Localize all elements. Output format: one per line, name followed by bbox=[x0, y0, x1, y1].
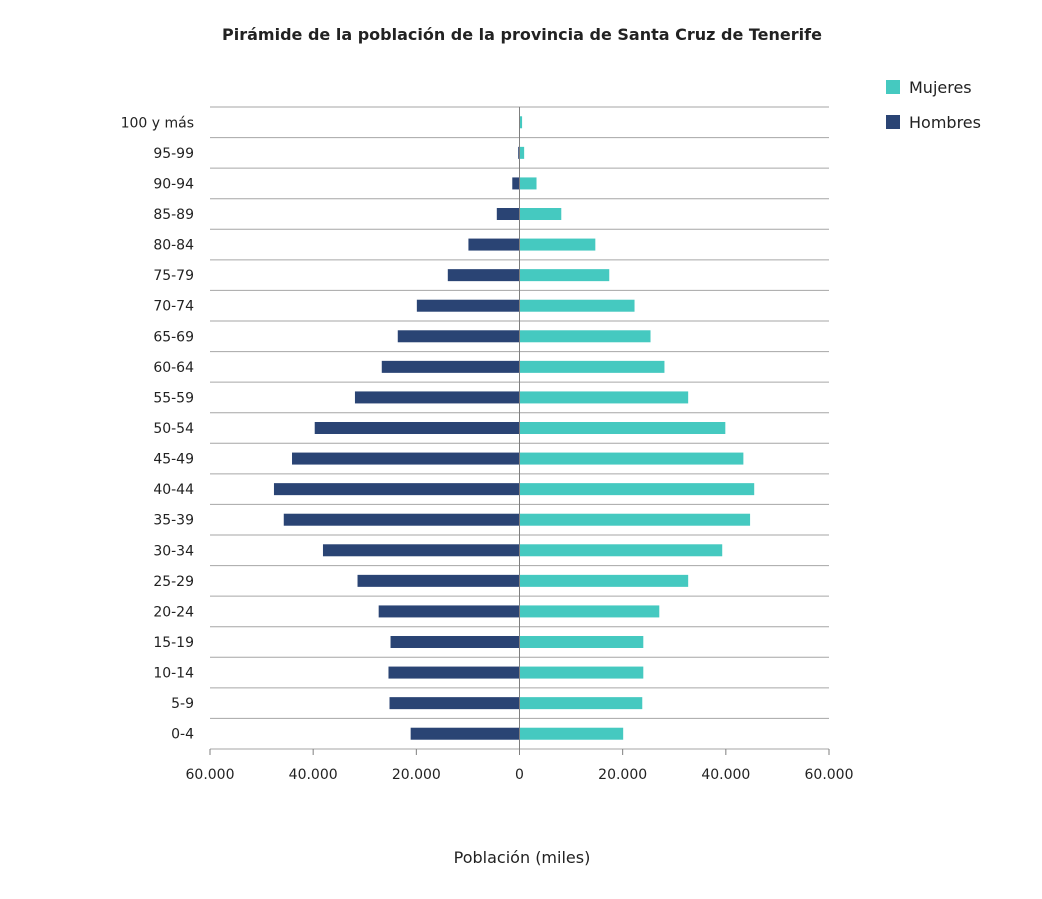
y-tick-label: 15-19 bbox=[153, 635, 194, 651]
legend-label-hombres: Hombres bbox=[909, 113, 981, 132]
x-tick-label: 0 bbox=[515, 767, 524, 783]
chart-title: Pirámide de la población de la provincia… bbox=[222, 25, 822, 44]
bar-mujeres bbox=[519, 238, 596, 251]
y-tick-label: 20-24 bbox=[153, 604, 194, 620]
y-tick-label: 85-89 bbox=[153, 207, 194, 223]
y-tick-label: 45-49 bbox=[153, 452, 194, 468]
bar-mujeres bbox=[519, 299, 635, 312]
bar-mujeres bbox=[519, 360, 665, 373]
bar-hombres bbox=[416, 299, 520, 312]
x-tick-label: 60.000 bbox=[186, 767, 235, 783]
y-tick-label: 70-74 bbox=[153, 299, 194, 315]
x-axis-label: Población (miles) bbox=[454, 848, 591, 867]
bar-hombres bbox=[447, 269, 520, 282]
bar-hombres bbox=[388, 666, 520, 679]
y-tick-label: 5-9 bbox=[171, 696, 194, 712]
y-tick-label: 60-64 bbox=[153, 360, 194, 376]
bar-mujeres bbox=[519, 146, 525, 159]
y-tick-label: 80-84 bbox=[153, 238, 194, 254]
bar-hombres bbox=[357, 574, 520, 587]
bar-hombres bbox=[292, 452, 520, 465]
y-tick-label: 40-44 bbox=[153, 482, 194, 498]
y-tick-label: 55-59 bbox=[153, 390, 194, 406]
bar-mujeres bbox=[519, 697, 643, 710]
bar-hombres bbox=[468, 238, 520, 251]
bar-mujeres bbox=[519, 574, 689, 587]
bar-mujeres bbox=[519, 727, 624, 740]
legend-swatch-hombres bbox=[886, 115, 900, 129]
bar-mujeres bbox=[519, 452, 744, 465]
bar-hombres bbox=[283, 513, 520, 526]
bar-mujeres bbox=[519, 544, 723, 557]
legend-swatch-mujeres bbox=[886, 80, 900, 94]
y-tick-label: 100 y más bbox=[121, 115, 194, 131]
y-tick-label: 0-4 bbox=[171, 727, 194, 743]
bar-hombres bbox=[496, 208, 520, 220]
y-tick-label: 95-99 bbox=[153, 146, 194, 162]
bar-mujeres bbox=[519, 422, 726, 434]
y-tick-label: 30-34 bbox=[153, 543, 194, 559]
y-tick-label: 35-39 bbox=[153, 513, 194, 529]
bar-hombres bbox=[512, 177, 520, 190]
bar-mujeres bbox=[519, 269, 610, 282]
bar-hombres bbox=[410, 727, 520, 740]
bar-mujeres bbox=[519, 513, 751, 526]
y-tick-label: 25-29 bbox=[153, 574, 194, 590]
x-tick-label: 40.000 bbox=[701, 767, 750, 783]
y-tick-label: 75-79 bbox=[153, 268, 194, 284]
bar-mujeres bbox=[519, 483, 755, 496]
bar-mujeres bbox=[519, 666, 644, 679]
x-tick-label: 20.000 bbox=[392, 767, 441, 783]
bar-mujeres bbox=[519, 391, 689, 404]
bar-hombres bbox=[354, 391, 520, 404]
bar-hombres bbox=[389, 697, 520, 710]
bar-mujeres bbox=[519, 636, 644, 648]
legend-label-mujeres: Mujeres bbox=[909, 78, 972, 97]
bar-hombres bbox=[378, 605, 520, 618]
bar-mujeres bbox=[519, 116, 523, 129]
bar-hombres bbox=[273, 483, 520, 496]
x-tick-label: 20.000 bbox=[598, 767, 647, 783]
bar-hombres bbox=[390, 636, 520, 648]
bar-hombres bbox=[381, 360, 520, 373]
legend: Mujeres Hombres bbox=[886, 78, 981, 132]
bar-hombres bbox=[397, 330, 520, 343]
bar-mujeres bbox=[519, 605, 660, 618]
y-tick-label: 65-69 bbox=[153, 329, 194, 345]
x-tick-label: 40.000 bbox=[289, 767, 338, 783]
y-tick-label: 90-94 bbox=[153, 176, 194, 192]
y-tick-label: 50-54 bbox=[153, 421, 194, 437]
y-tick-label: 10-14 bbox=[153, 666, 194, 682]
bar-hombres bbox=[518, 146, 520, 159]
x-tick-label: 60.000 bbox=[805, 767, 854, 783]
bar-hombres bbox=[322, 544, 520, 557]
bar-mujeres bbox=[519, 208, 562, 220]
bar-hombres bbox=[314, 422, 520, 434]
bar-mujeres bbox=[519, 177, 537, 190]
bar-mujeres bbox=[519, 330, 651, 343]
